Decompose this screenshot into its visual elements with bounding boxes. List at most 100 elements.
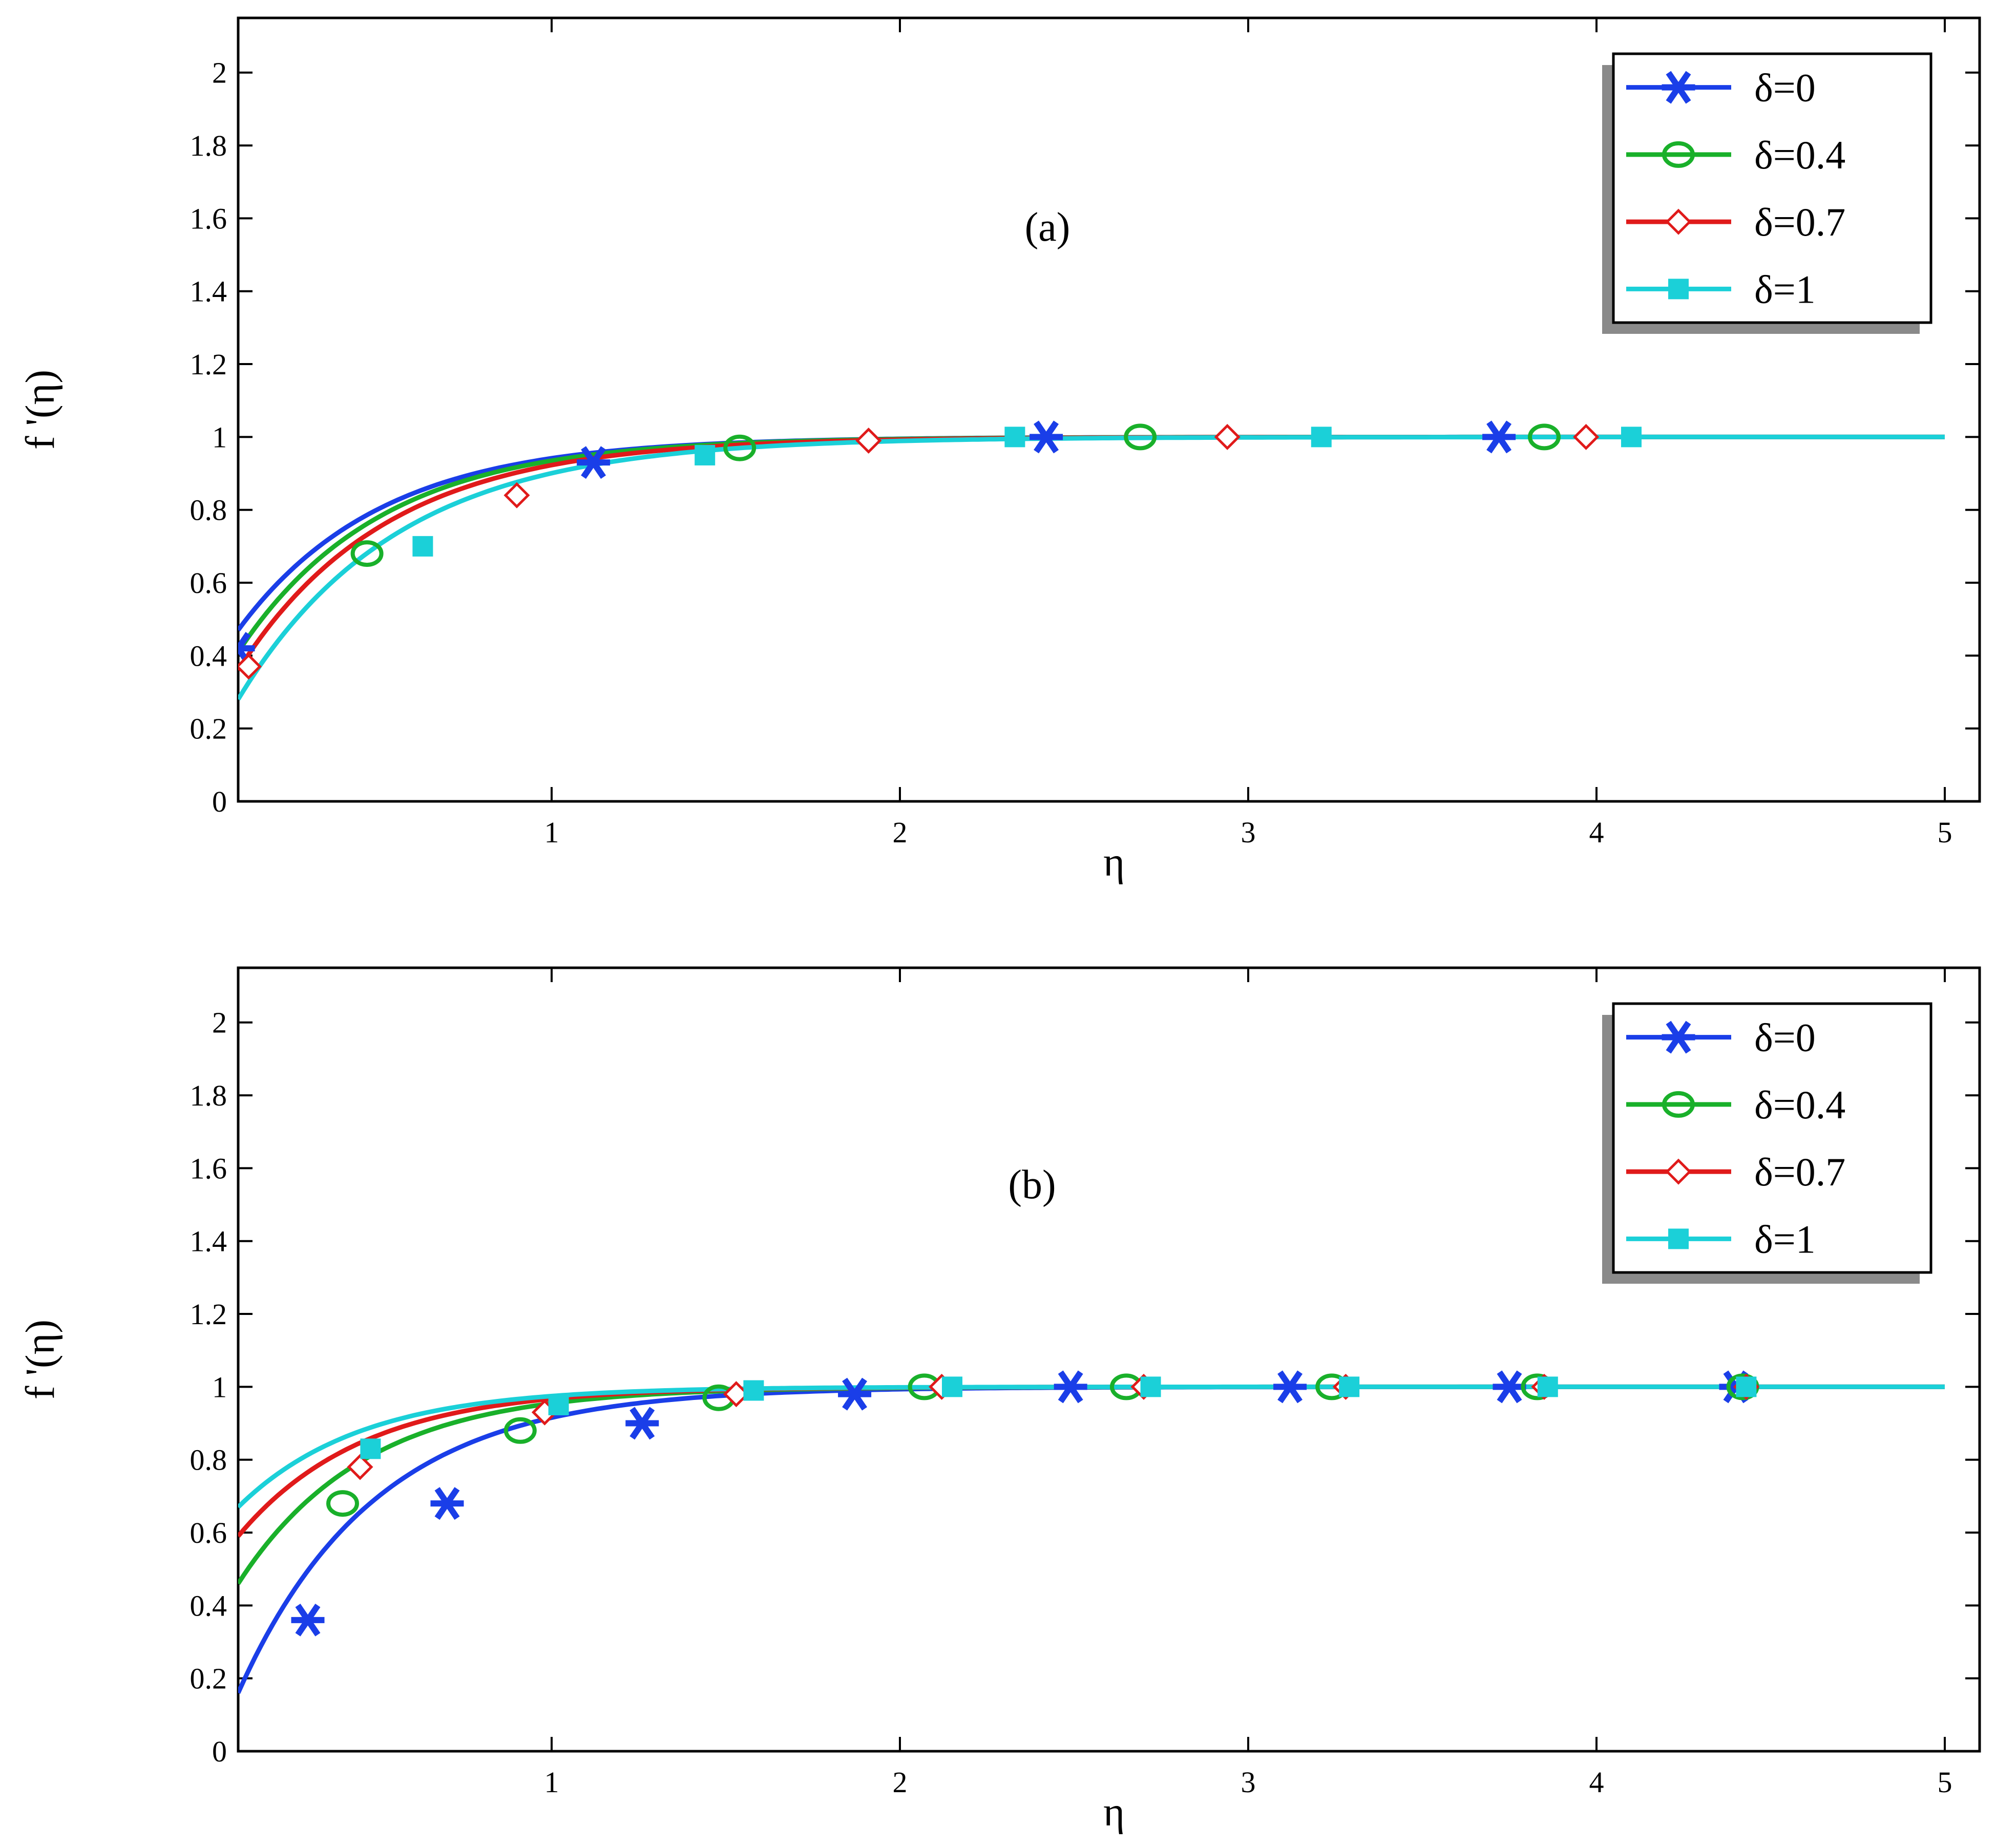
- series-marker-3: [1537, 1376, 1558, 1397]
- series-marker-2: [503, 482, 530, 508]
- legend-box: [1612, 1002, 1932, 1274]
- series-marker-0: [625, 1407, 659, 1440]
- y-tick-label: 1.2: [190, 348, 227, 381]
- y-tick-label: 0.6: [190, 566, 227, 600]
- series-marker-1: [723, 434, 757, 461]
- legend-marker: [1668, 1228, 1689, 1249]
- legend-label: δ=0.7: [1754, 1150, 1845, 1194]
- series-marker-0: [577, 446, 611, 479]
- series-marker-3: [548, 1394, 569, 1415]
- series-marker-0-stroke: [1486, 420, 1512, 454]
- series-marker-0: [1054, 1370, 1087, 1404]
- y-tick-label: 1: [212, 420, 227, 454]
- y-tick-label: 0.2: [190, 712, 227, 746]
- y-tick-label: 1: [212, 1370, 227, 1404]
- series-marker-3: [1004, 427, 1025, 448]
- x-tick-label: 3: [1241, 1766, 1256, 1799]
- series-marker-1: [1124, 423, 1157, 451]
- series-marker-2: [347, 1454, 373, 1480]
- panel-a: 0 0.2 0.4 0.6 0.8 1 1.2 1.4 1.6 1.8 2 1 2 3 4 5 η f '(η) (…: [18, 16, 1981, 885]
- series-marker-3: [1339, 1376, 1360, 1397]
- x-tick-label: 4: [1589, 816, 1604, 849]
- x-tick-label: 5: [1938, 1766, 1952, 1799]
- x-tick-label: 4: [1589, 1766, 1604, 1799]
- legend-marker: [1665, 208, 1692, 235]
- x-tick-label: 2: [893, 816, 908, 849]
- x-axis-label: η: [1103, 840, 1125, 885]
- y-tick-label: 0.8: [190, 1443, 227, 1477]
- legend-marker: [1665, 1158, 1692, 1185]
- series-marker-0: [291, 1603, 325, 1637]
- series-marker-1: [503, 1417, 537, 1444]
- y-tick-label: 1.8: [190, 129, 227, 162]
- series-marker-3: [695, 444, 716, 465]
- series-marker-0-stroke: [629, 1407, 655, 1440]
- series-marker-3: [360, 1438, 381, 1459]
- series-marker-0-stroke: [1034, 420, 1059, 454]
- legend-label: δ=1: [1754, 1217, 1816, 1261]
- series-marker-3: [1311, 427, 1332, 448]
- series-marker-1: [1528, 423, 1561, 451]
- legend-label: δ=0.4: [1754, 133, 1845, 177]
- series-marker-2: [855, 427, 882, 454]
- series-marker-3: [1621, 427, 1642, 448]
- legend-marker: [1662, 1091, 1695, 1118]
- y-tick-label: 0.8: [190, 494, 227, 527]
- y-tick-label: 1.2: [190, 1298, 227, 1331]
- series-marker-0: [1482, 420, 1516, 454]
- x-tick-label: 1: [544, 1766, 559, 1799]
- y-axis-label: f '(η): [18, 1320, 63, 1399]
- y-tick-label: 0.2: [190, 1662, 227, 1695]
- series-marker-1: [350, 540, 384, 567]
- panel-label: (b): [1008, 1162, 1056, 1207]
- series-line-3: [238, 1384, 1945, 1509]
- y-tick-label: 0: [212, 785, 227, 818]
- y-tick-label: 1.4: [190, 1225, 227, 1258]
- legend-marker: [1668, 279, 1689, 300]
- x-tick-label: 1: [544, 816, 559, 849]
- x-axis-label: η: [1103, 1790, 1125, 1835]
- series-marker-0-stroke: [1058, 1370, 1083, 1404]
- x-tick-label: 5: [1938, 816, 1952, 849]
- series-marker-3: [942, 1376, 962, 1397]
- series-marker-0-stroke: [434, 1487, 460, 1520]
- series-marker-0: [1493, 1370, 1526, 1404]
- legend-label: δ=1: [1754, 267, 1816, 311]
- series-marker-0-stroke: [842, 1377, 868, 1411]
- series-marker-0: [430, 1487, 464, 1520]
- series-marker-2: [238, 653, 262, 680]
- legend-marker: [1662, 1021, 1695, 1054]
- series-line-3: [238, 434, 1945, 701]
- series-marker-2: [1214, 423, 1241, 450]
- series-marker-0-stroke: [295, 1603, 321, 1637]
- y-tick-label: 2: [212, 56, 227, 90]
- legend-marker: [1662, 71, 1695, 104]
- series-marker-0-stroke: [1277, 1370, 1303, 1404]
- x-tick-label: 2: [893, 1766, 908, 1799]
- y-axis-label: f '(η): [18, 370, 63, 450]
- legend-label: δ=0.4: [1754, 1082, 1845, 1127]
- legend-marker-stroke: [1666, 1021, 1691, 1054]
- legend-label: δ=0: [1754, 1015, 1816, 1060]
- y-tick-label: 0.4: [190, 639, 227, 672]
- plot-series-group: [238, 420, 1945, 701]
- series-marker-3: [1140, 1376, 1161, 1397]
- series-marker-0-stroke: [581, 446, 606, 479]
- series-marker-0-stroke: [238, 632, 251, 654]
- legend-marker-stroke: [1666, 71, 1691, 104]
- series-marker-3: [1736, 1376, 1757, 1397]
- y-tick-label: 1.6: [190, 1152, 227, 1185]
- series-marker-0: [1029, 420, 1063, 454]
- y-tick-label: 1.4: [190, 275, 227, 308]
- legend-box: [1612, 52, 1932, 324]
- x-tick-label: 3: [1241, 816, 1256, 849]
- y-tick-label: 1.8: [190, 1079, 227, 1112]
- series-marker-3: [412, 536, 433, 557]
- y-tick-label: 2: [212, 1006, 227, 1039]
- legend-marker: [1662, 141, 1695, 168]
- series-marker-2: [1573, 423, 1600, 450]
- legend-label: δ=0.7: [1754, 200, 1845, 244]
- y-tick-label: 1.6: [190, 202, 227, 235]
- panel-label: (a): [1025, 205, 1070, 250]
